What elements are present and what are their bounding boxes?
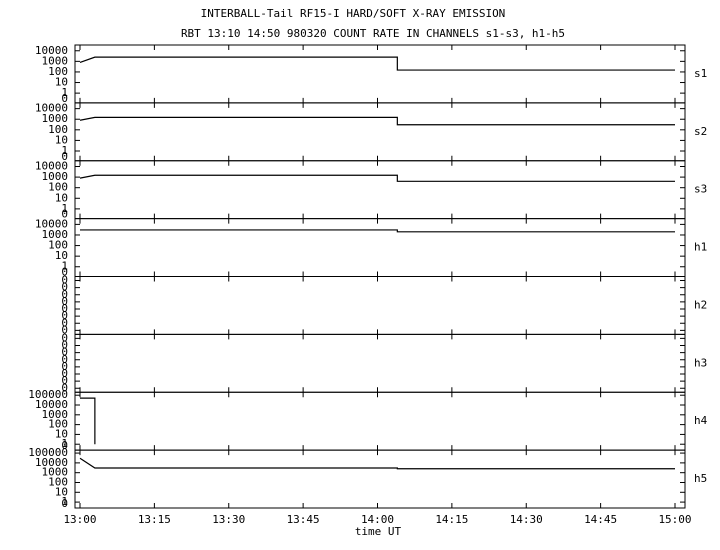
panel-label: s2 [694, 125, 707, 138]
y-tick-label: 1000 [42, 466, 69, 479]
chart-title: INTERBALL-Tail RF15-I HARD/SOFT X-RAY EM… [201, 7, 506, 20]
y-tick-label: 100 [48, 65, 68, 78]
y-tick-label: 0 [61, 274, 68, 287]
y-tick-label: 0 [61, 295, 68, 308]
y-tick-label: 100000 [28, 388, 68, 401]
data-line [79, 174, 675, 182]
y-tick-label: 0 [61, 281, 68, 294]
y-tick-label: 1 [61, 86, 68, 99]
chart-subtitle: RBT 13:10 14:50 980320 COUNT RATE IN CHA… [181, 27, 565, 40]
data-line [79, 457, 675, 470]
y-tick-label: 1000 [42, 112, 69, 125]
y-tick-label: 10000 [35, 398, 68, 411]
y-tick-label: 10 [55, 427, 68, 440]
y-tick-label: 10000 [35, 217, 68, 230]
y-tick-label: 100 [48, 239, 68, 252]
x-tick-label: 13:00 [63, 513, 96, 526]
data-line [79, 116, 675, 126]
y-tick-label: 0 [61, 381, 68, 394]
panel-label: s1 [694, 67, 707, 80]
y-tick-label: 0 [61, 302, 68, 315]
y-tick-label: 1 [61, 260, 68, 273]
data-line [80, 229, 675, 233]
y-tick-label: 0 [61, 439, 68, 452]
panel-frame [74, 44, 686, 104]
y-tick-label: 10000 [35, 160, 68, 173]
y-tick-label: 10 [55, 191, 68, 204]
y-tick-label: 1 [61, 437, 68, 450]
x-tick-label: 15:00 [658, 513, 691, 526]
panel-label: h4 [694, 414, 708, 427]
y-tick-label: 1000 [42, 170, 69, 183]
y-tick-label: 0 [61, 353, 68, 366]
y-tick-label: 100 [48, 181, 68, 194]
y-tick-label: 0 [61, 497, 68, 510]
panel-frame [74, 333, 686, 393]
y-tick-label: 0 [61, 323, 68, 336]
panel-label: h3 [694, 356, 707, 369]
y-tick-label: 100 [48, 123, 68, 136]
panel-frame [74, 160, 686, 220]
y-tick-label: 10 [55, 133, 68, 146]
y-tick-label: 0 [61, 150, 68, 163]
panel-frame [74, 102, 686, 162]
y-tick-label: 0 [61, 288, 68, 301]
y-tick-label: 0 [61, 208, 68, 221]
y-tick-label: 10 [55, 249, 68, 262]
y-tick-label: 0 [61, 374, 68, 387]
y-tick-label: 100000 [28, 446, 68, 459]
y-tick-label: 0 [61, 331, 68, 344]
y-tick-label: 1 [61, 202, 68, 215]
x-tick-label: 14:00 [361, 513, 394, 526]
panel-label: s3 [694, 183, 707, 196]
y-tick-label: 0 [61, 92, 68, 105]
y-tick-label: 100 [48, 418, 68, 431]
y-tick-label: 1 [61, 495, 68, 508]
panel-label: h5 [694, 472, 707, 485]
data-line [80, 397, 96, 445]
panel-label: h1 [694, 241, 707, 254]
y-tick-label: 0 [61, 339, 68, 352]
panel-frame [74, 276, 686, 335]
x-tick-label: 14:30 [510, 513, 543, 526]
x-axis-label: time UT [355, 525, 402, 538]
y-tick-label: 0 [61, 309, 68, 322]
data-line [79, 56, 675, 71]
x-tick-label: 13:30 [212, 513, 245, 526]
y-tick-label: 10000 [35, 44, 68, 57]
x-tick-label: 14:45 [584, 513, 617, 526]
y-tick-label: 10000 [35, 456, 68, 469]
panel-frame [74, 218, 686, 277]
y-tick-label: 0 [61, 367, 68, 380]
y-tick-label: 1 [61, 144, 68, 157]
x-tick-label: 13:15 [138, 513, 171, 526]
x-tick-label: 14:15 [435, 513, 468, 526]
y-tick-label: 10 [55, 76, 68, 89]
panel-frame [74, 391, 686, 451]
y-tick-label: 10 [55, 485, 68, 498]
panel-frame [74, 449, 686, 509]
y-tick-label: 0 [61, 360, 68, 373]
y-tick-label: 10000 [35, 102, 68, 115]
y-tick-label: 100 [48, 475, 68, 488]
y-tick-label: 1000 [42, 228, 69, 241]
y-tick-label: 0 [61, 346, 68, 359]
y-tick-label: 1000 [42, 54, 69, 67]
y-tick-label: 0 [61, 266, 68, 279]
y-tick-label: 1000 [42, 408, 69, 421]
y-tick-label: 0 [61, 316, 68, 329]
x-tick-label: 13:45 [287, 513, 320, 526]
panel-label: h2 [694, 298, 707, 311]
